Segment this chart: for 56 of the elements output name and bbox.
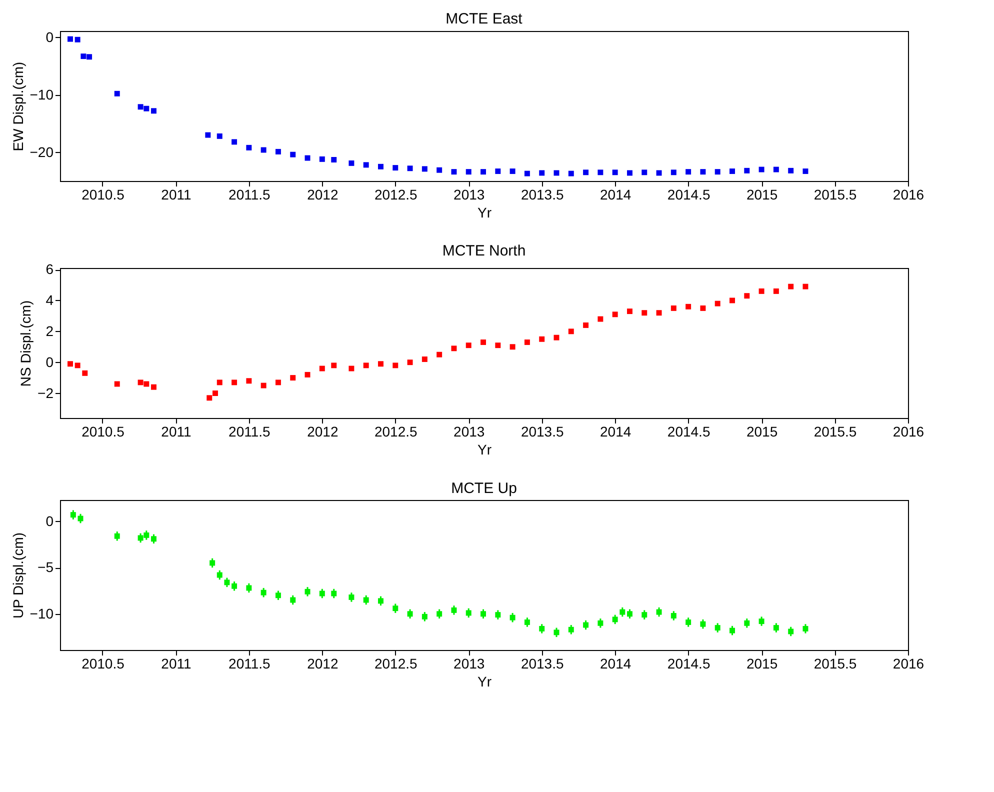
x-tick-label: 2012 [307,186,338,202]
y-tick-label: −20 [30,144,54,160]
x-tick-label: 2012.5 [374,186,418,202]
x-tick-label: 2010.5 [82,424,125,440]
y-axis-title: EW Displ.(cm) [10,62,26,152]
x-tick-label: 2016 [892,424,924,440]
y-tick-label: −10 [30,605,54,622]
x-tick-label: 2015 [746,186,778,202]
y-tick-label: 0 [46,28,54,45]
x-tick-label: 2012 [307,424,338,440]
x-tick-label: 2015.5 [814,656,857,672]
chart-title: MCTE North [442,242,526,260]
x-axis-title: Yr [478,442,492,458]
x-tick-label: 2015 [746,424,778,440]
y-axis-title: NS Displ.(cm) [18,300,34,387]
y-tick-label: 0 [46,512,54,529]
x-tick-label: 2012.5 [374,656,418,672]
y-tick-label: −5 [38,559,54,576]
x-tick-label: 2011.5 [228,656,271,672]
y-axis-title: UP Displ.(cm) [10,532,26,619]
x-tick-label: 2014.5 [667,656,710,672]
x-tick-label: 2012.5 [374,424,418,440]
x-axis-title: Yr [478,674,492,690]
y-tick-label: 6 [46,261,54,278]
x-tick-label: 2013.5 [520,186,564,202]
x-tick-label: 2014 [600,186,632,202]
x-tick-label: 2010.5 [82,186,125,202]
x-tick-label: 2014.5 [667,186,710,202]
x-tick-label: 2011.5 [228,186,271,202]
x-tick-label: 2016 [892,656,924,672]
x-tick-label: 2013 [454,186,485,202]
x-tick-label: 2015.5 [814,186,857,202]
chart-title: MCTE Up [451,480,517,497]
y-tick-label: 2 [46,322,54,339]
x-tick-label: 2011 [161,424,192,440]
x-tick-label: 2013 [454,656,485,672]
x-tick-label: 2011 [161,656,192,672]
y-tick-label: −10 [30,86,54,102]
x-tick-label: 2013.5 [520,424,564,440]
y-tick-label: −2 [38,384,54,401]
x-axis-title: Yr [478,204,492,220]
x-tick-label: 2010.5 [82,656,125,672]
x-tick-label: 2013.5 [520,656,564,672]
x-tick-label: 2014 [600,424,632,440]
x-tick-label: 2016 [892,186,924,202]
x-tick-label: 2011 [161,186,192,202]
y-tick-label: 0 [46,354,54,370]
x-tick-label: 2014.5 [667,424,710,440]
x-tick-label: 2015 [746,656,778,672]
x-tick-label: 2013 [454,424,485,440]
x-tick-label: 2011.5 [228,424,271,440]
chart-title: MCTE East [446,10,524,28]
x-tick-label: 2012 [307,656,338,672]
x-tick-label: 2015.5 [814,424,857,440]
x-tick-label: 2014 [600,656,632,672]
y-tick-label: 4 [46,292,54,308]
